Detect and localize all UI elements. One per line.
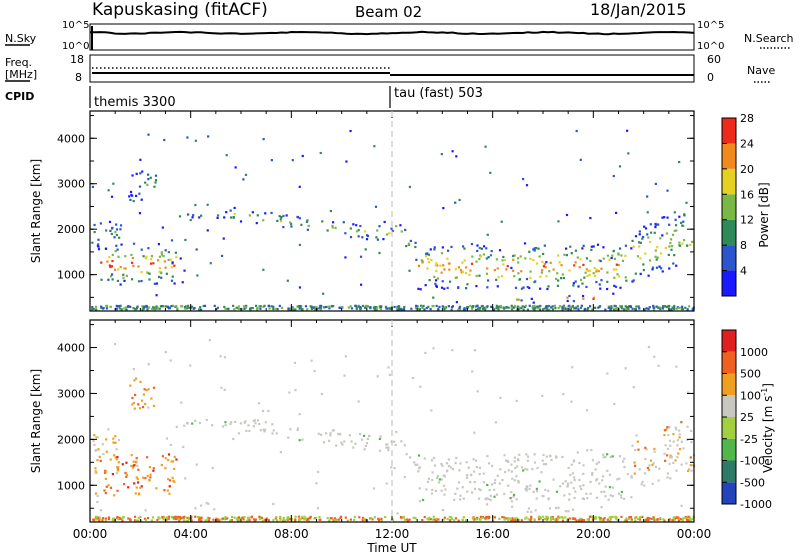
power-colorbar: 4 8 12 16 20 24 28 — [721, 112, 754, 297]
power-colorbar-tick: 12 — [740, 214, 754, 227]
date-title: 18/Jan/2015 — [590, 0, 687, 19]
power-colorbar-tick: 24 — [740, 137, 754, 150]
power-panel: 1000 2000 3000 4000 Slant Range [km] 4 8 12 16… — [29, 110, 771, 312]
nsky-label: N.Sky — [5, 32, 37, 45]
cpid-label: CPID — [5, 90, 34, 103]
velocity-colorbar-segment — [722, 438, 736, 461]
velocity-colorbar-segment — [722, 351, 736, 374]
power-y-axis-label: Slant Range [km] — [29, 159, 43, 263]
noise-tick-low-right: 10^0 — [697, 41, 724, 52]
velocity-colorbar-tick: -100 — [740, 455, 765, 468]
velocity-y-tick-label: 1000 — [57, 479, 85, 492]
velocity-panel: 1000 2000 3000 4000 Slant Range [km] 1000 50… — [29, 319, 775, 523]
x-tick-label: 12:00 — [375, 527, 410, 541]
velocity-colorbar-tick: 1000 — [740, 346, 768, 359]
x-tick-label: 04:00 — [173, 527, 208, 541]
noise-tick-high-left: 10^5 — [62, 20, 89, 31]
cpid-mode-1: themis 3300 — [94, 95, 176, 110]
x-tick-label: 00:00 — [677, 527, 712, 541]
radar-title: Kapuskasing (fitACF) — [92, 0, 268, 20]
power-scatter — [91, 129, 695, 311]
velocity-y-tick-label: 4000 — [57, 342, 85, 355]
power-y-tick-label: 4000 — [57, 132, 85, 145]
frequency-panel: 18 8 60 0 — [70, 53, 721, 84]
power-y-tick-label: 2000 — [57, 223, 85, 236]
nave-label: Nave — [747, 64, 775, 77]
power-colorbar-label: Power [dB] — [757, 182, 771, 247]
velocity-colorbar-segment — [722, 417, 736, 439]
nave-tick-high: 60 — [707, 53, 721, 66]
velocity-y-tick-label: 2000 — [57, 433, 85, 446]
power-colorbar-tick: 4 — [740, 265, 747, 278]
noise-tick-low-left: 10^0 — [62, 41, 89, 52]
velocity-colorbar-segment — [722, 373, 736, 396]
power-colorbar-tick: 28 — [740, 112, 754, 125]
freq-tick-low: 8 — [75, 71, 82, 84]
velocity-colorbar-segment — [722, 460, 736, 483]
velocity-colorbar-segment — [722, 330, 736, 352]
nave-tick-low: 0 — [707, 71, 714, 84]
power-y-tick-label: 3000 — [57, 178, 85, 191]
velocity-colorbar: 1000 500 100 25 -25 -100 -500 -1000 — [721, 329, 772, 511]
velocity-colorbar-tick: 100 — [740, 389, 761, 402]
power-colorbar-segment — [722, 194, 736, 220]
velocity-scatter — [92, 339, 696, 522]
power-colorbar-segment — [722, 168, 736, 195]
freq-unit-label: [MHz] — [5, 68, 37, 81]
power-colorbar-segment — [722, 143, 736, 169]
velocity-colorbar-tick: -500 — [740, 476, 765, 489]
velocity-y-axis-label: Slant Range [km] — [29, 369, 43, 473]
velocity-colorbar-label: Velocity [m s-1] — [760, 383, 775, 473]
freq-tick-high: 18 — [70, 53, 84, 66]
velocity-y-tick-label: 3000 — [57, 387, 85, 400]
x-tick-label: 20:00 — [576, 527, 611, 541]
velocity-colorbar-tick: 500 — [740, 368, 761, 381]
noise-sky-line — [90, 30, 695, 36]
velocity-colorbar-tick: -1000 — [740, 498, 772, 511]
cpid-panel: themis 3300 tau (fast) 503 — [89, 86, 483, 110]
nsearch-label: N.Search — [744, 32, 794, 45]
power-colorbar-segment — [722, 219, 736, 246]
x-tick-label: 08:00 — [274, 527, 309, 541]
power-colorbar-segment — [722, 270, 736, 296]
velocity-colorbar-tick: 25 — [740, 411, 754, 424]
power-y-tick-label: 1000 — [57, 269, 85, 282]
x-tick-label: 00:00 — [73, 527, 108, 541]
x-tick-label: 16:00 — [475, 527, 510, 541]
x-axis-label: Time UT — [366, 541, 417, 554]
power-colorbar-tick: 20 — [740, 163, 754, 176]
power-colorbar-tick: 16 — [740, 188, 754, 201]
velocity-colorbar-tick: -25 — [740, 433, 758, 446]
noise-tick-high-right: 10^5 — [697, 20, 724, 31]
power-colorbar-tick: 8 — [740, 239, 747, 252]
noise-panel: 10^5 10^0 10^5 10^0 — [62, 20, 724, 52]
power-colorbar-segment — [722, 245, 736, 271]
cpid-mode-2: tau (fast) 503 — [394, 86, 483, 101]
velocity-colorbar-segment — [722, 482, 736, 504]
freq-label: Freq. — [5, 56, 32, 69]
power-colorbar-segment — [722, 118, 736, 144]
velocity-colorbar-segment — [722, 395, 736, 417]
beam-title: Beam 02 — [355, 3, 422, 21]
